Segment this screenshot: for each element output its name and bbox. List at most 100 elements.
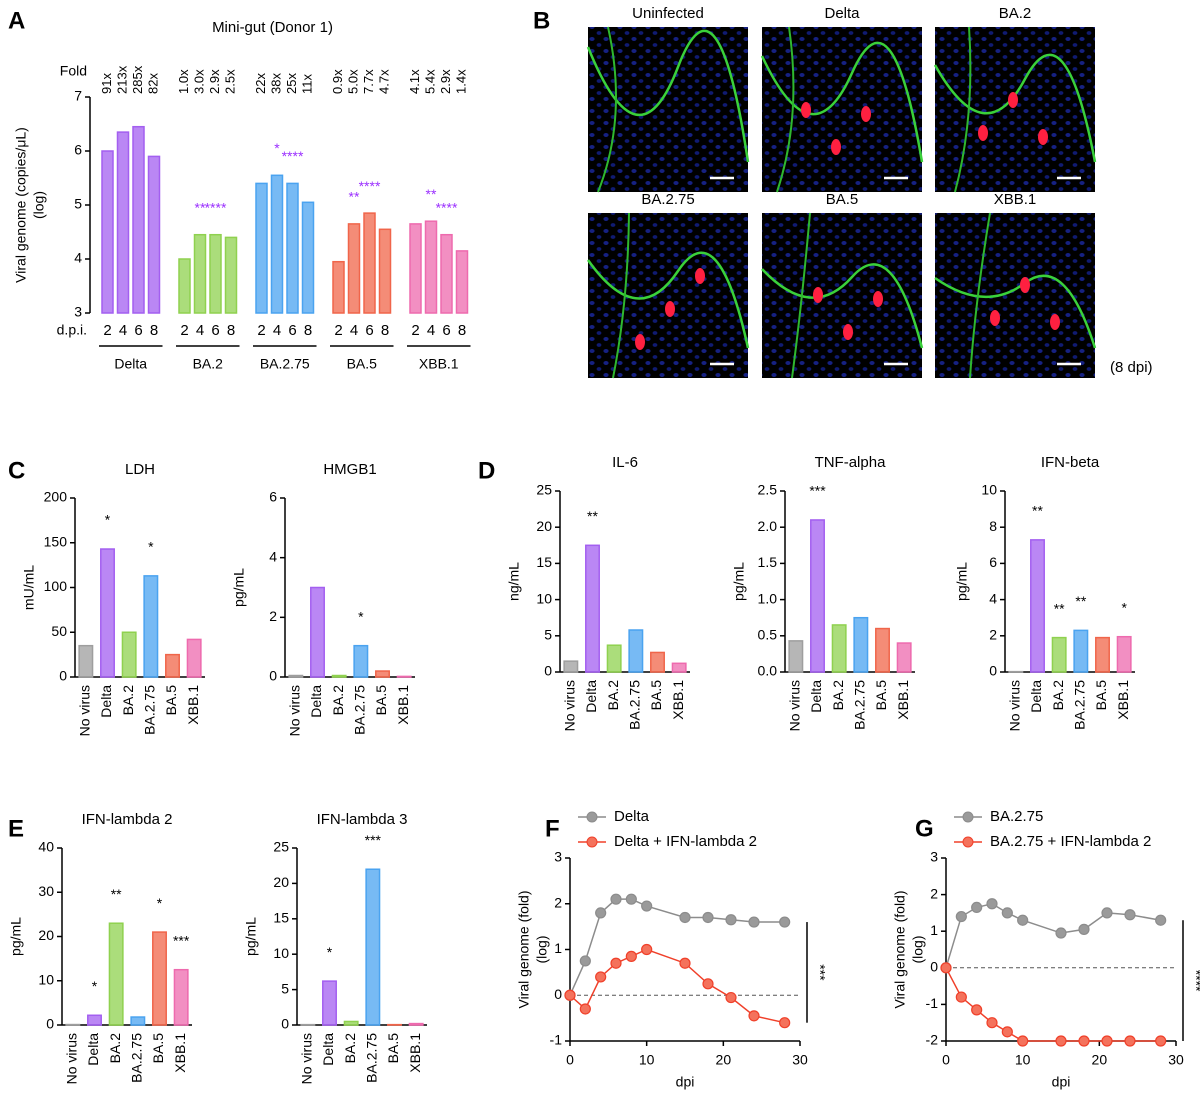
y-tick-label: 200 <box>44 489 68 505</box>
point <box>1101 1035 1113 1047</box>
point <box>748 1010 760 1022</box>
chart-title: IL-6 <box>612 454 638 471</box>
x-tick-label: XBB.1 <box>895 680 911 720</box>
x-tick-label: BA.2 <box>605 680 621 711</box>
y-tick-label: 10 <box>536 590 552 606</box>
y-tick-label: 6 <box>269 489 277 505</box>
point <box>1155 1035 1167 1047</box>
significance: * <box>157 895 163 911</box>
y-axis-label: pg/mL <box>954 562 970 601</box>
point <box>725 991 737 1004</box>
x-tick-label: No virus <box>562 680 578 731</box>
x-tick-label: XBB.1 <box>185 685 201 725</box>
y-tick-label: 15 <box>536 554 552 570</box>
y-axis-label: ng/mL <box>506 562 522 601</box>
bar <box>224 236 238 314</box>
infected-cell <box>831 139 841 155</box>
y-tick-label: -1 <box>550 1032 563 1048</box>
point <box>1124 909 1136 921</box>
x-tick-label: XBB.1 <box>395 685 411 725</box>
y-tick-label: 2 <box>930 885 938 901</box>
bar <box>585 544 600 673</box>
micrograph <box>761 212 924 379</box>
y-axis-label: pg/mL <box>8 917 24 956</box>
bar <box>875 627 890 673</box>
point <box>1017 1035 1029 1047</box>
micrograph <box>933 26 1097 193</box>
y-tick-label: 6 <box>989 554 997 570</box>
x-tick-label: 4 <box>273 322 281 339</box>
y-axis-label: pg/mL <box>731 562 747 601</box>
y-tick-label: 2 <box>989 627 997 643</box>
bar <box>147 155 161 314</box>
y-tick-label: 0 <box>930 959 938 975</box>
x-tick-label: 30 <box>792 1052 808 1068</box>
y-tick-label: 50 <box>51 623 67 639</box>
y-tick-label: 5 <box>74 196 82 212</box>
x-tick-label: No virus <box>64 1033 80 1084</box>
point <box>748 916 760 928</box>
fold-label: 4.7x <box>376 69 391 94</box>
bar <box>288 674 304 678</box>
point <box>779 916 791 928</box>
x-tick-label: 6 <box>442 322 450 339</box>
micrograph <box>586 212 750 379</box>
y-axis-label: (log) <box>910 935 926 963</box>
bar <box>408 1022 424 1026</box>
bar <box>396 675 412 678</box>
group-label: Delta <box>114 356 147 372</box>
bar <box>671 662 687 673</box>
fold-label: 11x <box>299 74 314 94</box>
point <box>564 989 576 1001</box>
fold-label: 0.9x <box>330 69 345 94</box>
y-axis-label: (log) <box>534 935 550 963</box>
bar <box>1095 636 1110 673</box>
micrograph <box>760 26 924 193</box>
y-tick-label: 0 <box>46 1016 54 1032</box>
fold-label: 5.0x <box>345 69 360 94</box>
bar <box>116 131 130 314</box>
x-tick-label: BA.2 <box>1050 680 1066 711</box>
infected-cell <box>801 102 811 118</box>
panel-label: C <box>8 457 25 484</box>
bar <box>1051 636 1067 673</box>
bar <box>650 651 665 673</box>
y-tick-label: 3 <box>930 849 938 865</box>
legend-label: BA.2.75 <box>990 808 1043 825</box>
y-axis-label: pg/mL <box>243 917 259 956</box>
point <box>702 911 714 924</box>
group-label: BA.5 <box>347 356 378 372</box>
image-shade <box>935 213 1095 378</box>
bar <box>455 250 469 314</box>
bar <box>100 548 115 678</box>
x-tick-label: BA.2.75 <box>627 680 643 730</box>
fold-label: 25x <box>284 73 299 94</box>
x-tick-label: BA.5 <box>1093 680 1109 711</box>
legend-marker <box>962 811 974 823</box>
x-tick-label: BA.2.75 <box>852 680 868 730</box>
chart-title: HMGB1 <box>323 461 376 478</box>
infected-cell <box>1050 314 1060 330</box>
image-title: BA.2 <box>999 5 1032 22</box>
bar <box>173 968 189 1026</box>
x-tick-label: BA.5 <box>163 685 179 716</box>
fold-label: 7.7x <box>361 69 376 94</box>
x-tick-label: XBB.1 <box>670 680 686 720</box>
y-axis-label: mU/mL <box>21 565 37 610</box>
image-title: Delta <box>824 5 860 22</box>
group-label: BA.2.75 <box>260 356 310 372</box>
bar <box>378 228 392 314</box>
bar <box>186 638 202 678</box>
membrane <box>586 251 750 349</box>
point <box>579 955 591 967</box>
membrane <box>933 53 1097 163</box>
significance: * <box>358 608 364 624</box>
infected-cell <box>990 310 1000 326</box>
point <box>1001 907 1013 919</box>
x-tick-label: BA.2.75 <box>364 1033 380 1083</box>
significance: **** <box>359 178 381 194</box>
point <box>986 898 998 910</box>
y-tick-label: 40 <box>38 839 54 855</box>
x-tick-label: 8 <box>227 322 235 339</box>
